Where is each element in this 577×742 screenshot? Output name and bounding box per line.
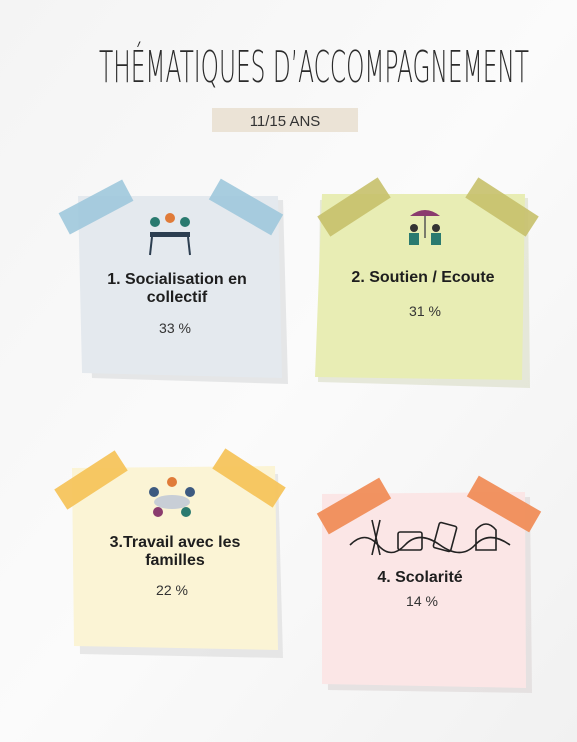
subtitle: 11/15 ANS (250, 113, 321, 130)
card-value: 22 % (156, 582, 188, 598)
card-label: 3.Travail avec les (110, 534, 241, 551)
card-label: 1. Socialisation en (107, 271, 247, 288)
icon (149, 477, 195, 517)
card: 4. Scolarité 14 % (316, 475, 542, 693)
card-label: familles (145, 552, 205, 569)
icon (349, 519, 511, 556)
card-value: 14 % (406, 593, 438, 609)
card-value: 33 % (159, 320, 191, 336)
subtitle-box (212, 108, 358, 132)
icon (409, 210, 441, 245)
card-value: 31 % (409, 303, 441, 319)
card-label: 2. Soutien / Ecoute (351, 269, 494, 286)
card-label: 4. Scolarité (377, 569, 462, 586)
icon (149, 213, 191, 256)
card: 3.Travail avec les familles 22 % (54, 448, 286, 658)
card-label: collectif (147, 289, 208, 306)
title: THÉMATIQUES D’ACCOMPAGNEMENT (99, 40, 529, 93)
card: 1. Socialisation en collectif 33 % (58, 178, 288, 384)
card: 2. Soutien / Ecoute 31 % (315, 177, 539, 388)
